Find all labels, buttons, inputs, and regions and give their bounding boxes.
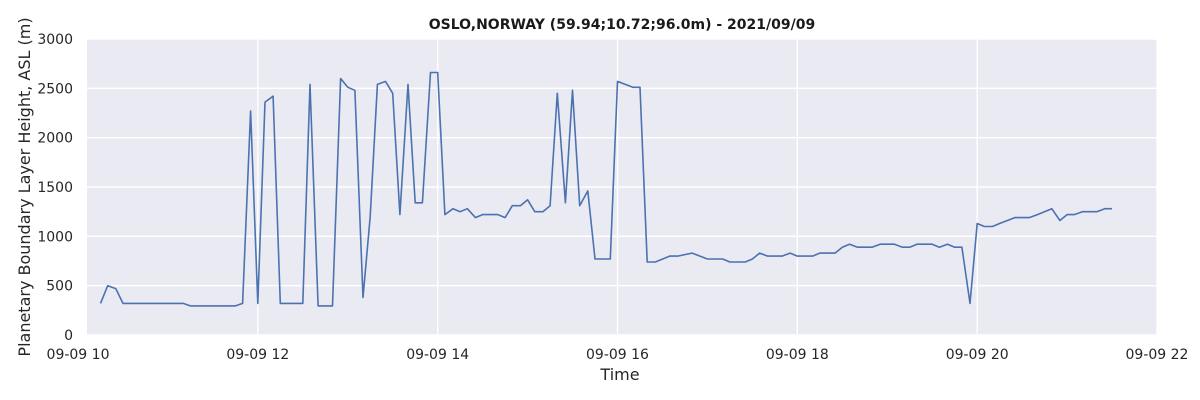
x-tick-label: 09-09 12 bbox=[226, 347, 289, 363]
y-tick-label: 3000 bbox=[37, 32, 73, 48]
x-tick-label: 09-09 20 bbox=[946, 347, 1009, 363]
y-axis-label: Planetary Boundary Layer Height, ASL (m) bbox=[15, 17, 34, 356]
x-axis-label: Time bbox=[599, 365, 639, 384]
y-tick-label: 1500 bbox=[37, 180, 73, 196]
grid-lines bbox=[77, 38, 1158, 336]
y-tick-label: 1000 bbox=[37, 229, 73, 245]
x-tick-label: 09-09 10 bbox=[47, 347, 110, 363]
y-tick-label: 500 bbox=[46, 279, 73, 295]
y-tick-label: 2000 bbox=[37, 131, 73, 147]
x-tick-labels: 09-09 10 09-09 12 09-09 14 09-09 16 09-09 18… bbox=[47, 347, 1189, 363]
y-tick-labels: 0 500 1000 1500 2000 2500 3000 bbox=[37, 32, 73, 344]
series-line bbox=[99, 71, 1112, 307]
series-group bbox=[99, 71, 1112, 307]
x-tick-label: 09-09 16 bbox=[586, 347, 649, 363]
y-tick-label: 0 bbox=[64, 328, 73, 344]
x-tick-label: 09-09 14 bbox=[406, 347, 469, 363]
x-tick-label: 09-09 18 bbox=[766, 347, 829, 363]
x-tick-label: 09-09 22 bbox=[1126, 347, 1189, 363]
y-tick-label: 2500 bbox=[37, 81, 73, 97]
chart-title: OSLO,NORWAY (59.94;10.72;96.0m) - 2021/0… bbox=[429, 17, 815, 33]
